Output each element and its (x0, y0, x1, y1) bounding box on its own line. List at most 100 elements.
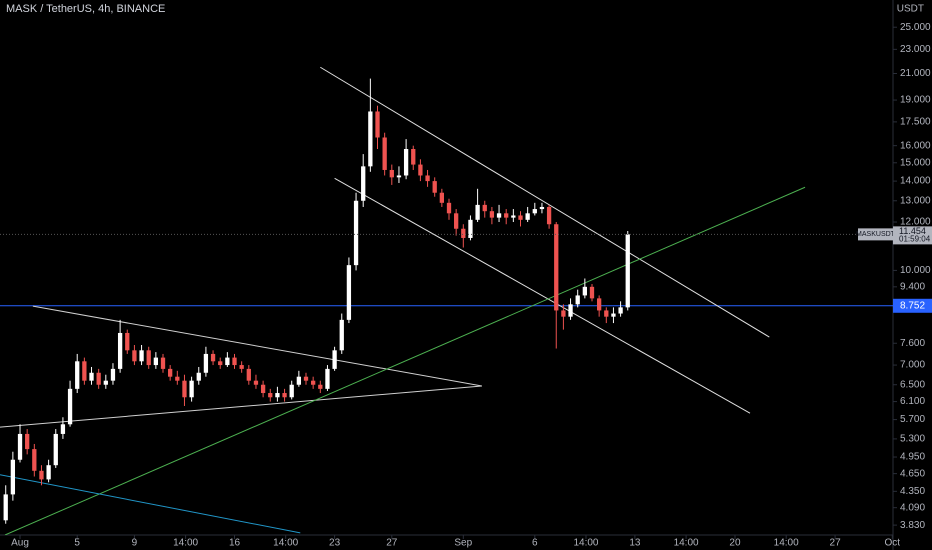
y-tick-label: 21.000 (900, 68, 931, 79)
candle-body (296, 376, 302, 385)
x-tick-label: Sep (454, 538, 472, 549)
candle-body (532, 209, 537, 214)
candle-body (446, 202, 452, 214)
x-tick-label: 5 (74, 538, 80, 549)
candle-body (411, 149, 416, 165)
x-tick-label: 27 (830, 538, 842, 549)
y-tick-label: 19.000 (900, 95, 931, 106)
chart-title: MASK / TetherUS, 4h, BINANCE (6, 3, 165, 15)
candle-body (189, 380, 194, 398)
y-tick-label: 5.300 (900, 434, 925, 445)
y-unit: USDT (897, 4, 924, 15)
y-tick-label: 6.500 (900, 379, 925, 390)
candle-body (546, 206, 552, 225)
candle-body (67, 388, 73, 425)
x-tick-label: Oct (885, 538, 901, 549)
x-tick-label: Aug (11, 538, 29, 549)
candle-body (604, 310, 609, 317)
y-tick-label: 23.000 (900, 44, 931, 55)
y-tick-label: 7.600 (900, 338, 925, 349)
candle-body (239, 365, 244, 369)
x-tick-label: 14:00 (674, 538, 699, 549)
candle-body (403, 149, 409, 176)
candle-body (425, 175, 430, 182)
price-tag (893, 298, 932, 313)
y-tick-label: 12.000 (900, 217, 931, 228)
candle-body (268, 393, 273, 398)
candle-body (132, 350, 137, 362)
candle-body (454, 213, 459, 229)
candle-body (160, 357, 166, 369)
candle-body (3, 494, 8, 521)
candle-body (518, 215, 523, 220)
trend-line (320, 66, 770, 338)
candle-body (232, 357, 237, 366)
candle-body (103, 380, 108, 385)
candle-body (17, 433, 23, 460)
trend-line (0, 474, 301, 534)
trend-line (32, 305, 482, 387)
candle-body (575, 295, 580, 305)
y-tick-label: 4.090 (900, 502, 925, 513)
x-tick-label: 14:00 (573, 538, 598, 549)
candle-body (117, 332, 123, 369)
x-tick-label: 20 (729, 538, 741, 549)
candle-body (332, 350, 337, 369)
y-tick-label: 4.650 (900, 468, 925, 479)
candle-body (246, 368, 251, 381)
candle-body (382, 137, 387, 170)
y-tick-label: 17.500 (900, 117, 931, 128)
y-tick-label: 4.350 (900, 486, 925, 497)
candle-body (196, 372, 201, 381)
candle-body (396, 175, 402, 178)
y-tick-label: 7.000 (900, 360, 925, 371)
symbol-tag-label: MASKUSDT (856, 231, 896, 238)
candle-body (597, 298, 602, 311)
candle-body (582, 286, 587, 296)
candle-body (539, 206, 545, 210)
candle-body (346, 265, 352, 320)
candle-body (311, 380, 316, 385)
candle-body (368, 111, 373, 167)
candle-body (482, 204, 487, 212)
candle-body (39, 470, 44, 480)
candle-body (504, 213, 509, 218)
candle-body (461, 228, 466, 238)
candle-body (260, 384, 266, 394)
candle-body (168, 368, 173, 377)
plot-area (0, 66, 893, 535)
candle-body (53, 433, 58, 466)
labels: 3.830 4.090 4.350 4.650 4.950 5.300 5.700 6.100… (11, 22, 932, 549)
candle-body (275, 393, 280, 398)
candle-body (225, 357, 230, 366)
candle-body (468, 219, 473, 238)
trend-line (0, 385, 482, 428)
y-tick-label: 25.000 (900, 22, 931, 33)
candle-body (525, 213, 530, 220)
candle-body (303, 376, 309, 381)
candle-body (361, 166, 366, 201)
price-tag-label: 8.752 (900, 300, 925, 311)
trend-line (4, 186, 806, 535)
x-tick-label: 9 (132, 538, 138, 549)
y-tick-label: 16.000 (900, 140, 931, 151)
candle-body (89, 372, 94, 381)
candle-body (32, 449, 37, 471)
candle-body (554, 224, 559, 311)
candle-body (46, 465, 51, 480)
candle-body (96, 372, 101, 385)
candle-body (153, 357, 159, 366)
y-tick-label: 10.000 (900, 265, 931, 276)
trend-line (334, 177, 751, 414)
candle-body (289, 384, 294, 398)
y-tick-label: 5.700 (900, 414, 925, 425)
y-tick-label: 9.400 (900, 281, 925, 292)
candle-body (475, 204, 480, 220)
y-tick-label: 14.000 (900, 176, 931, 187)
candle-body (432, 181, 437, 193)
candle-body (110, 368, 116, 381)
y-tick-label: 13.000 (900, 195, 931, 206)
